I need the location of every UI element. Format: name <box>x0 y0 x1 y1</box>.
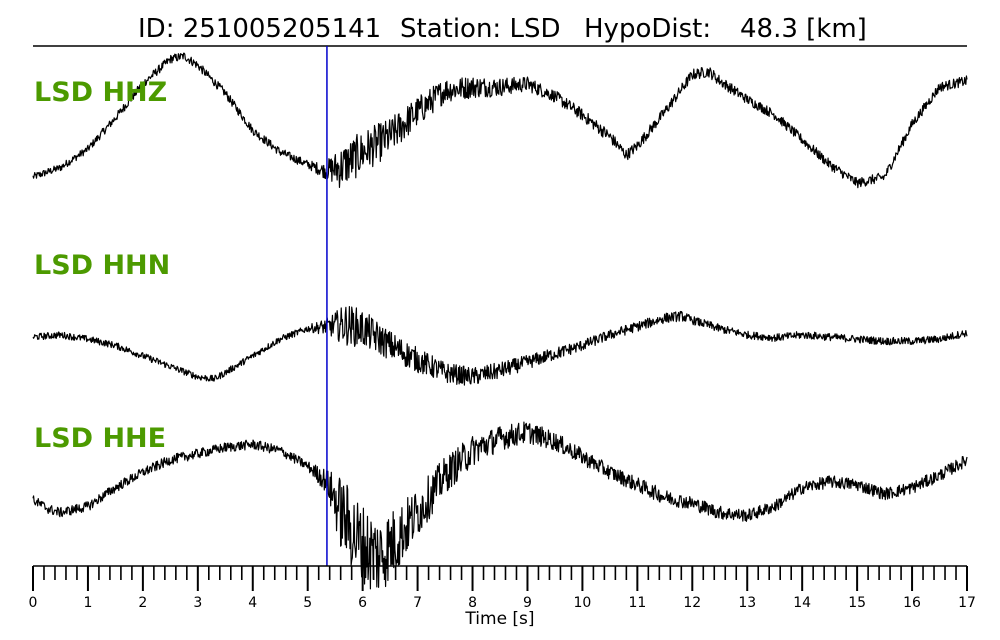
x-tick-label: 0 <box>29 595 38 611</box>
x-tick-label: 7 <box>413 595 422 611</box>
x-tick-label: 12 <box>683 595 701 611</box>
x-tick-label: 3 <box>193 595 202 611</box>
x-tick-label: 6 <box>358 595 367 611</box>
x-tick-label: 9 <box>523 595 532 611</box>
trace-hhe <box>32 421 968 591</box>
x-tick-label: 2 <box>138 595 147 611</box>
channel-label-hhn: LSD HHN <box>34 250 170 281</box>
trace-hhn <box>32 305 968 386</box>
station-text: Station: LSD <box>400 14 560 44</box>
x-tick-label: 16 <box>903 595 921 611</box>
time-axis: 0 1 2 3 4 5 6 7 8 9 10 11 12 13 14 15 16 17 <box>29 565 976 611</box>
hypodist-label: HypoDist: <box>584 14 711 44</box>
x-tick-label: 15 <box>848 595 866 611</box>
x-tick-label: 11 <box>628 595 646 611</box>
event-id-text: ID: 251005205141 <box>138 14 381 44</box>
x-tick-label: 4 <box>248 595 257 611</box>
x-tick-label: 5 <box>303 595 312 611</box>
traces-layer <box>32 52 968 591</box>
x-tick-label: 14 <box>793 595 811 611</box>
channel-label-hhz: LSD HHZ <box>34 77 167 108</box>
hypodist-value: 48.3 [km] <box>740 14 867 44</box>
channel-label-hhe: LSD HHE <box>34 423 166 454</box>
x-tick-label: 13 <box>738 595 756 611</box>
x-tick-label: 10 <box>573 595 591 611</box>
x-tick-label: 17 <box>958 595 976 611</box>
x-axis-label: Time [s] <box>464 609 534 629</box>
x-tick-label: 1 <box>83 595 92 611</box>
trace-hhz <box>32 52 968 189</box>
x-tick-label: 8 <box>468 595 477 611</box>
